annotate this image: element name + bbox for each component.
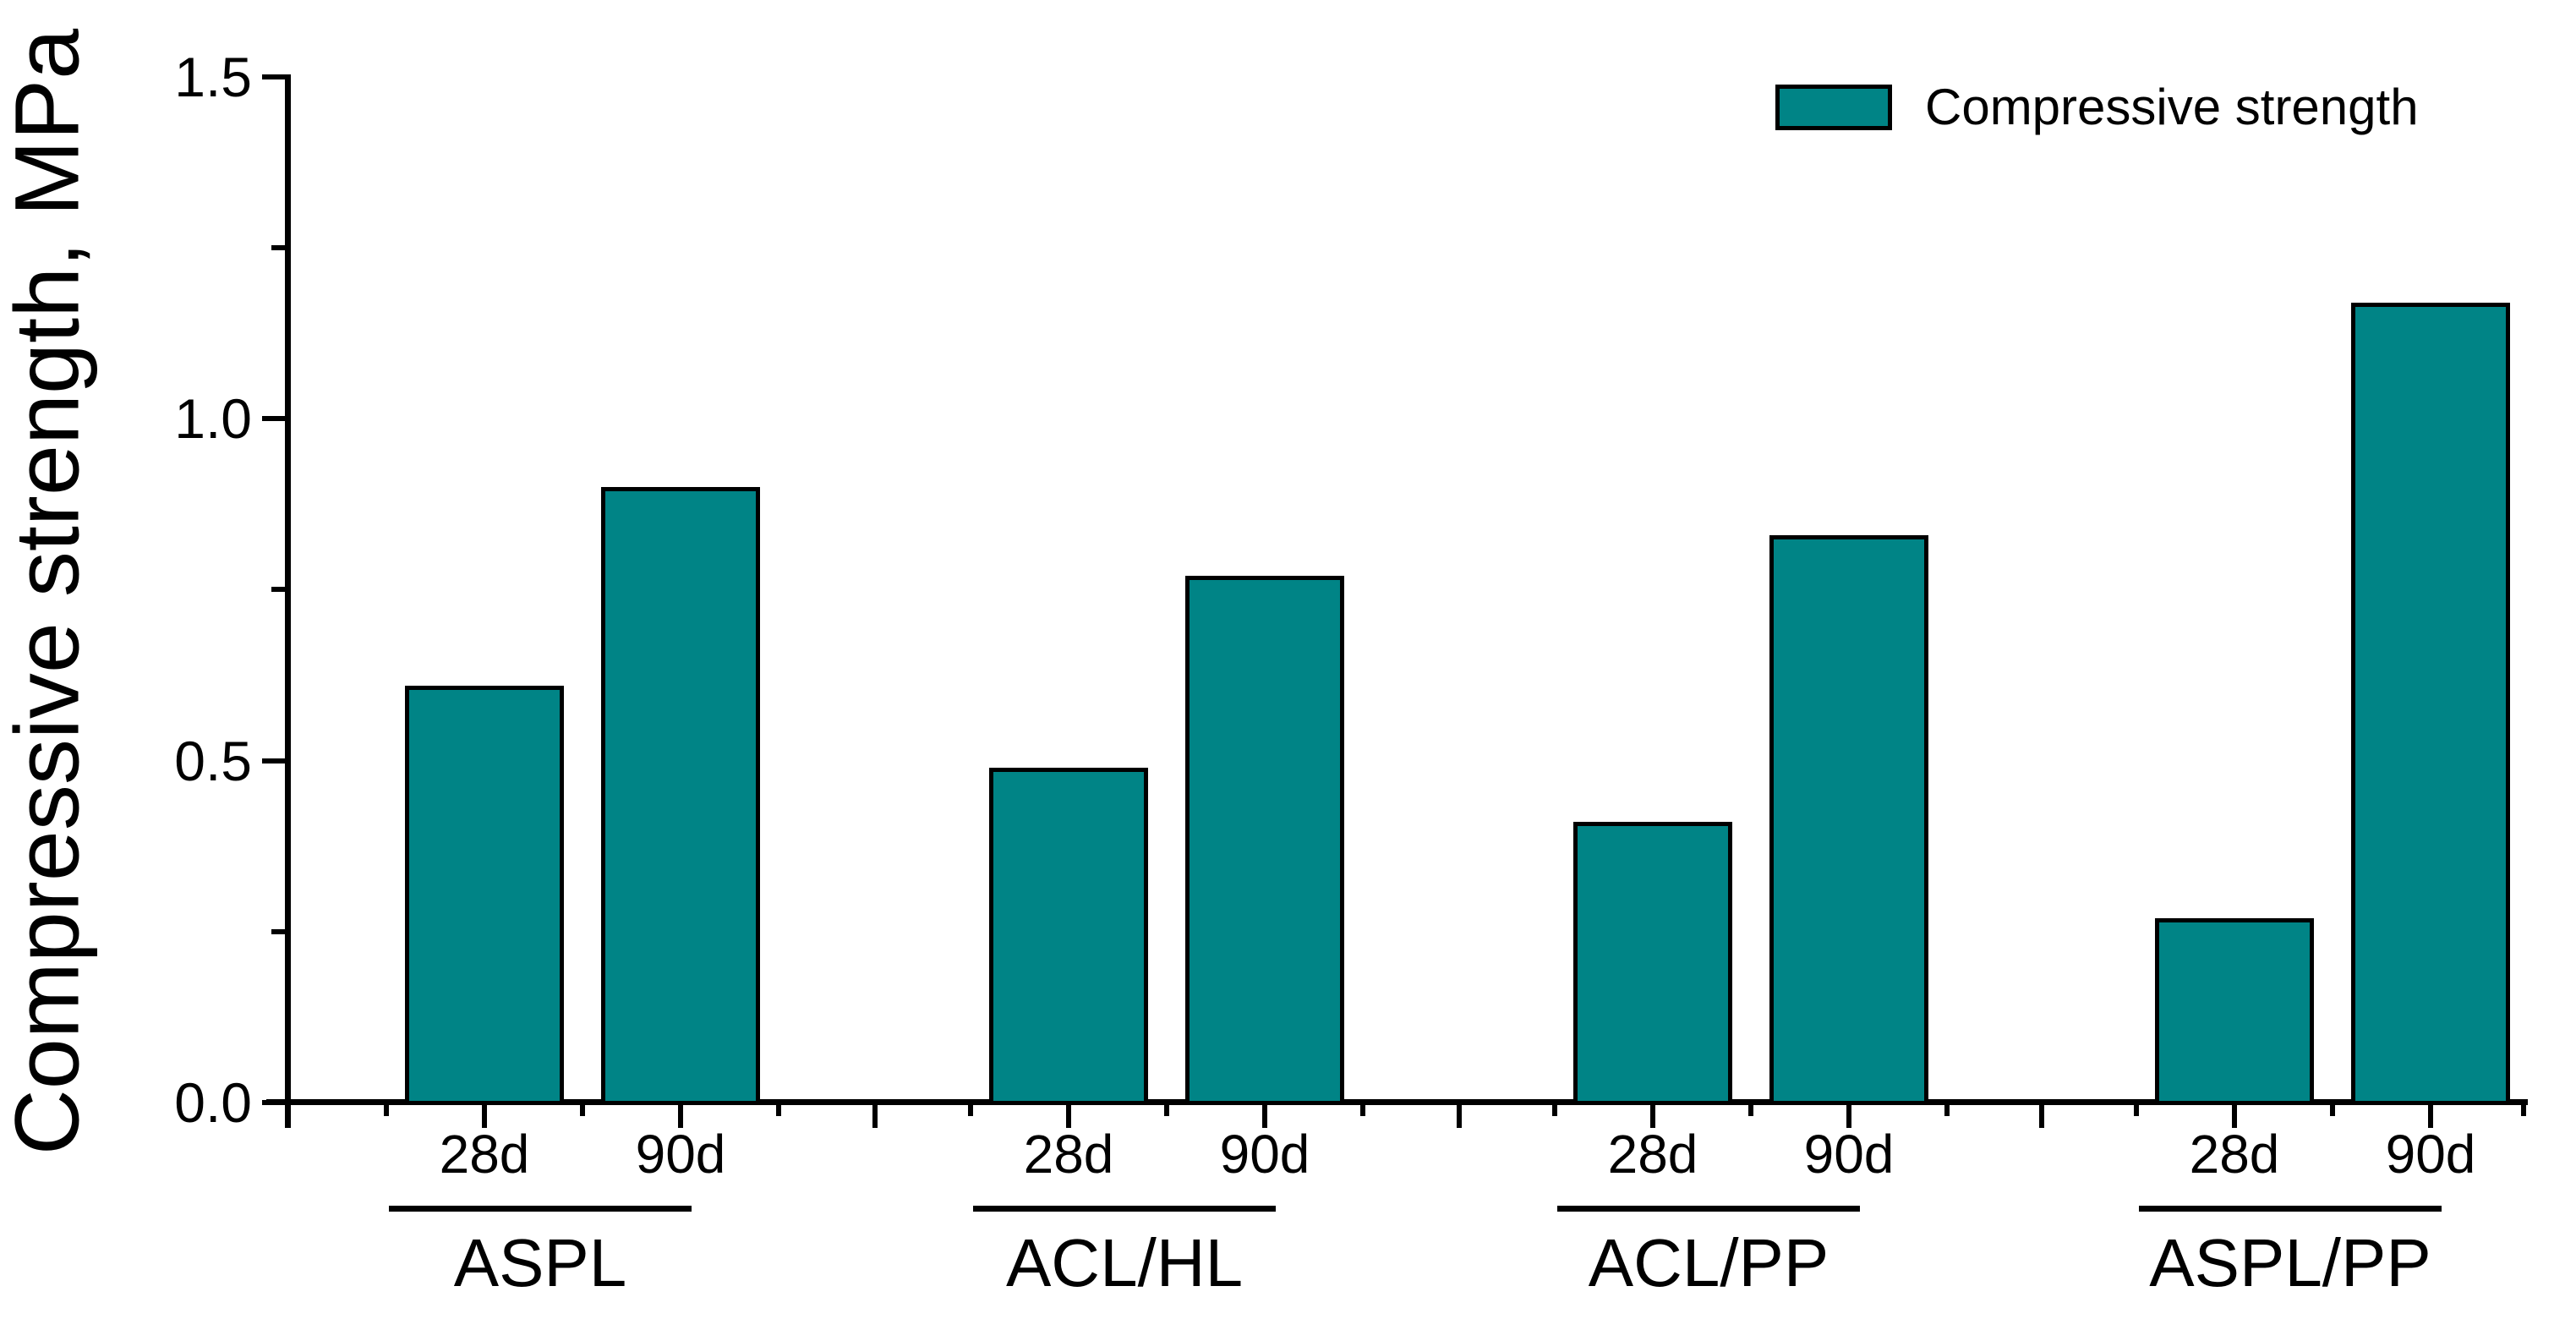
x-major-tick <box>678 1103 683 1128</box>
x-major-tick <box>1846 1103 1851 1128</box>
group-label: ASPL <box>453 1225 627 1300</box>
x-category-label: 90d <box>1219 1124 1310 1185</box>
x-major-tick <box>1262 1103 1267 1128</box>
x-minor-tick <box>1360 1103 1365 1116</box>
x-minor-tick <box>2521 1103 2526 1116</box>
group-underline <box>2139 1206 2442 1212</box>
bar <box>405 685 564 1105</box>
x-minor-tick <box>2330 1103 2335 1116</box>
group-label: ASPL/PP <box>2149 1225 2431 1300</box>
x-minor-tick <box>384 1103 389 1116</box>
legend-swatch <box>1775 85 1892 130</box>
x-minor-tick <box>776 1103 781 1116</box>
x-category-label: 90d <box>1803 1124 1895 1185</box>
x-major-tick <box>1456 1103 1462 1128</box>
x-minor-tick <box>2134 1103 2139 1116</box>
y-tick-label: 1.0 <box>174 387 252 451</box>
bar <box>2155 917 2314 1105</box>
group-underline <box>1557 1206 1860 1212</box>
legend-label: Compressive strength <box>1925 79 2419 135</box>
y-tick-label: 1.5 <box>174 45 252 108</box>
x-major-tick <box>872 1103 878 1128</box>
x-minor-tick <box>1552 1103 1557 1116</box>
group-underline <box>973 1206 1276 1212</box>
x-major-tick <box>1066 1103 1071 1128</box>
y-axis-title: Compressive strength, MPa <box>0 28 98 1156</box>
x-major-tick <box>1650 1103 1655 1128</box>
y-tick-label: 0.5 <box>174 729 252 792</box>
y-major-tick <box>262 74 287 79</box>
group-label: ACL/PP <box>1588 1225 1829 1300</box>
bar <box>601 487 760 1105</box>
x-minor-tick <box>1164 1103 1169 1116</box>
y-major-tick <box>262 416 287 422</box>
x-category-label: 90d <box>2385 1124 2476 1185</box>
y-tick-label: 0.0 <box>174 1071 252 1134</box>
x-major-tick <box>482 1103 487 1128</box>
y-major-tick <box>262 1100 287 1105</box>
x-minor-tick <box>580 1103 585 1116</box>
y-minor-tick <box>271 928 287 934</box>
x-category-label: 28d <box>439 1124 530 1185</box>
x-major-tick <box>2428 1103 2433 1128</box>
bar <box>1769 534 1928 1105</box>
x-minor-tick <box>968 1103 973 1116</box>
group-label: ACL/HL <box>1005 1225 1244 1300</box>
bar <box>989 767 1148 1105</box>
x-minor-tick <box>1944 1103 1950 1116</box>
bar <box>1185 576 1344 1105</box>
y-minor-tick <box>271 245 287 251</box>
x-category-label: 28d <box>2189 1124 2280 1185</box>
bar <box>1573 822 1732 1105</box>
y-axis-line <box>285 74 291 1128</box>
y-minor-tick <box>271 587 287 593</box>
x-major-tick <box>2232 1103 2237 1128</box>
x-minor-tick <box>1748 1103 1753 1116</box>
x-major-tick <box>2039 1103 2044 1128</box>
x-category-label: 28d <box>1607 1124 1698 1185</box>
group-underline <box>389 1206 692 1212</box>
x-axis-line <box>266 1099 2528 1105</box>
x-category-label: 28d <box>1023 1124 1114 1185</box>
x-category-label: 90d <box>635 1124 726 1185</box>
y-major-tick <box>262 758 287 763</box>
bar <box>2351 302 2510 1105</box>
